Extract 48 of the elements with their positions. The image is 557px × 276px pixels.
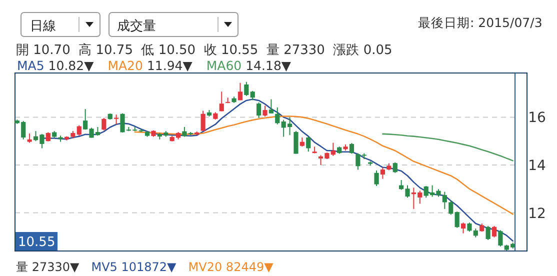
annotation: 11.94▼ — [146, 58, 193, 73]
candlestick — [46, 132, 50, 142]
candlestick — [256, 102, 262, 118]
text: 開 10.70 高 10.75 低 10.50 收 10.55 量 27330 漲跌 0.05 — [16, 42, 392, 58]
annotation: 14.18▼ — [246, 58, 292, 73]
text: MA20 — [108, 58, 143, 73]
candlestick — [275, 106, 280, 125]
candlestick — [200, 110, 206, 132]
candlestick — [294, 130, 298, 154]
candlestick — [114, 114, 119, 125]
candlestick — [442, 191, 447, 210]
candlestick — [300, 137, 304, 148]
text: MA60 — [206, 58, 242, 73]
text: 日線 — [30, 19, 56, 34]
candlestick — [76, 124, 82, 136]
y-tick-label: 16 — [528, 110, 546, 126]
text: 成交量 — [117, 18, 156, 34]
candlestick — [244, 81, 249, 96]
text: MA5 — [17, 58, 44, 73]
candlestick — [219, 91, 224, 112]
candlestick — [349, 142, 354, 154]
candlestick — [498, 230, 503, 247]
candlestick — [448, 200, 454, 216]
candlestick — [467, 222, 472, 232]
y-tick-label: 12 — [528, 206, 546, 222]
line-series — [382, 133, 514, 162]
candlestick — [27, 132, 32, 144]
text: MV5 101872▼ — [91, 260, 178, 274]
candlestick — [374, 170, 379, 187]
candlestick — [268, 98, 274, 114]
candlestick — [460, 222, 466, 234]
candlestick — [380, 166, 386, 180]
candlestick — [486, 225, 490, 241]
text: 最後日期: 2015/07/3 — [418, 15, 542, 30]
candlestick — [492, 225, 497, 238]
candlestick — [356, 152, 360, 170]
candlestick — [454, 211, 460, 228]
text: MV20 82449▼ — [188, 260, 274, 274]
annotation: 10.82▼ — [48, 58, 94, 73]
text: 量 27330▼ — [16, 260, 80, 274]
candlestick — [392, 162, 398, 174]
annotation: 10.55 — [18, 235, 56, 250]
candlestick — [238, 82, 243, 101]
candlestick — [306, 136, 311, 152]
y-tick-label: 14 — [528, 158, 546, 174]
candlestick — [102, 117, 106, 131]
candlestick — [262, 105, 268, 117]
candlestick — [250, 90, 255, 101]
